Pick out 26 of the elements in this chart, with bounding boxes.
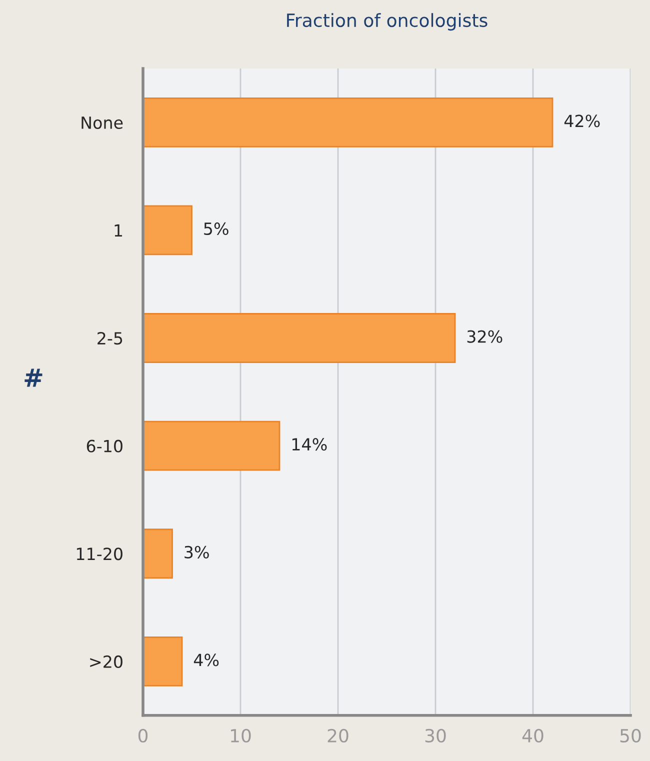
y-tick-label: >20	[90, 655, 122, 668]
bar	[143, 420, 280, 471]
bar	[143, 313, 456, 363]
y-tick-label: 1	[114, 224, 122, 237]
data-label: 42%	[564, 114, 600, 128]
x-tick-label: 30	[425, 728, 446, 743]
bar	[143, 205, 192, 256]
data-label: 32%	[467, 330, 502, 343]
bar	[143, 636, 183, 686]
y-tick-label: 6-10	[86, 440, 122, 452]
x-tick-label: 0	[138, 728, 148, 743]
data-label: 4%	[194, 654, 219, 666]
y-tick-label: None	[82, 116, 123, 129]
bar	[143, 97, 554, 148]
bar	[143, 528, 173, 579]
x-tick-label: 10	[230, 728, 251, 743]
data-label: 14%	[292, 438, 327, 451]
y-tick-label: 11-20	[76, 548, 122, 560]
x-tick-label: 50	[620, 728, 641, 743]
x-tick-label: 40	[522, 728, 544, 743]
y-axis-title: #	[24, 368, 42, 387]
data-label: 5%	[204, 222, 228, 236]
data-label: 3%	[184, 546, 209, 558]
y-tick-label: 2-5	[98, 332, 122, 345]
chart-title: Fraction of oncologists	[287, 13, 488, 31]
x-tick-label: 20	[328, 728, 348, 743]
